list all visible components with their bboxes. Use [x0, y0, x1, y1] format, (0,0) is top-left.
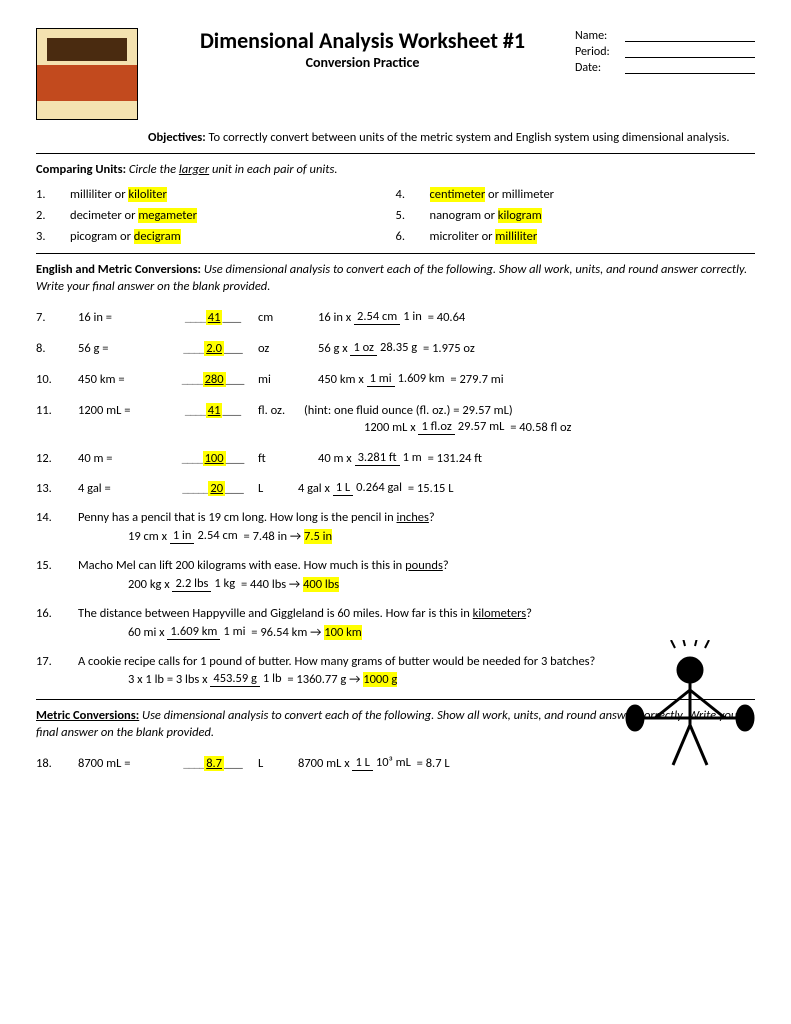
comparing-header: Comparing Units: Circle the larger unit …: [36, 162, 755, 179]
comparing-instr-2: unit in each pair of units.: [209, 162, 337, 177]
objectives-text: To correctly convert between units of th…: [206, 130, 730, 145]
comparing-label: Comparing Units:: [36, 162, 126, 177]
period-label: Period:: [575, 44, 621, 60]
problem-14: 14. Penny has a pencil that is 19 cm lon…: [36, 510, 755, 546]
period-field[interactable]: [625, 44, 755, 58]
divider: [36, 153, 755, 154]
problem-15: 15. Macho Mel can lift 200 kilograms wit…: [36, 558, 755, 594]
item-6: 6.microliter or milliliter: [396, 229, 756, 246]
date-label: Date:: [575, 60, 621, 76]
page-subtitle: Conversion Practice: [150, 54, 575, 73]
title-block: Dimensional Analysis Worksheet #1 Conver…: [150, 26, 575, 73]
name-label: Name:: [575, 28, 621, 44]
item-1: 1.milliliter or kiloliter: [36, 187, 396, 204]
comparing-instr-1: Circle the: [129, 162, 179, 177]
weightlifter-icon: [625, 640, 755, 780]
problem-10: 10. 450 km = ____280___ mi 450 km x 1 mi…: [36, 372, 755, 389]
item-2: 2.decimeter or megameter: [36, 208, 396, 225]
name-field[interactable]: [625, 28, 755, 42]
comparing-instr-u: larger: [179, 162, 209, 177]
problem-12: 12. 40 m = ____100___ ft 40 m x 3.281 ft…: [36, 451, 755, 468]
objectives: Objectives: To correctly convert between…: [148, 130, 755, 147]
name-block: Name: Period: Date:: [575, 28, 755, 77]
emc-header: English and Metric Conversions: Use dime…: [36, 262, 755, 296]
item-3: 3.picogram or decigram: [36, 229, 396, 246]
emc-label: English and Metric Conversions:: [36, 262, 201, 277]
problem-13: 13. 4 gal = _____20___ L 4 gal x 1 L0.26…: [36, 481, 755, 498]
header: Dimensional Analysis Worksheet #1 Conver…: [36, 28, 755, 120]
problem-8: 8. 56 g = ____2.0___ oz 56 g x 1 oz28.35…: [36, 341, 755, 358]
item-4: 4.centimeter or millimeter: [396, 187, 756, 204]
worksheet-illustration: [36, 28, 138, 120]
problem-16: 16. The distance between Happyville and …: [36, 606, 755, 642]
item-5: 5.nanogram or kilogram: [396, 208, 756, 225]
mc-label: Metric Conversions:: [36, 708, 139, 723]
divider: [36, 253, 755, 254]
objectives-label: Objectives:: [148, 130, 206, 145]
page-title: Dimensional Analysis Worksheet #1: [150, 26, 575, 56]
problem-7: 7. 16 in = ____41___ cm 16 in x 2.54 cm1…: [36, 310, 755, 327]
date-field[interactable]: [625, 60, 755, 74]
problem-11: 11. 1200 mL = ____41___ fl. oz. (hint: o…: [36, 403, 755, 437]
comparing-grid: 1.milliliter or kiloliter 2.decimeter or…: [36, 183, 755, 250]
